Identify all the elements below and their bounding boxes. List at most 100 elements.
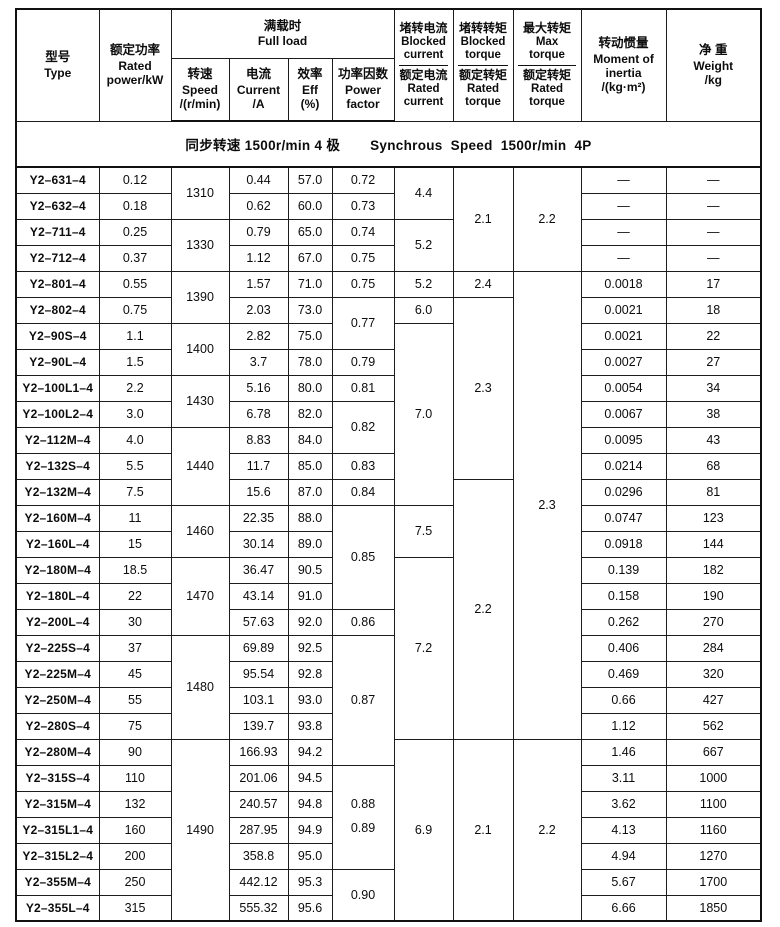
cell-blocked-current-ratio: 4.4	[393, 166, 454, 220]
cell-inertia: 5.67	[580, 868, 667, 896]
cell-speed: 1480	[170, 634, 230, 740]
fraction-bar	[398, 64, 449, 66]
power-header-cn: 额定功率	[109, 43, 160, 58]
cell-type: Y2–180L–4	[15, 582, 100, 610]
cell-type: Y2–100L2–4	[15, 400, 100, 428]
cell-weight: 1270	[665, 842, 762, 870]
table-row: Y2–632–4 0.18 0.62 60.0 0.73 — —	[15, 192, 762, 220]
cell-efficiency: 92.5	[287, 634, 333, 662]
table-row: Y2–801–4 0.55 1390 1.57 71.0 0.75 5.2 2.4 2.3 0.0…	[15, 270, 762, 740]
cell-current: 2.82	[228, 322, 289, 350]
pf-header-cn: 功率因数	[338, 67, 389, 82]
cell-weight: —	[665, 244, 762, 272]
cell-current: 0.62	[228, 192, 289, 220]
header-row-top: 型号 Type 额定功率 Rated power/kW 满载时 Full loa…	[15, 8, 762, 122]
cell-current: 57.63	[228, 608, 289, 636]
cell-current: 358.8	[228, 842, 289, 870]
rated-torque2-en2: torque	[529, 95, 565, 108]
cell-efficiency: 73.0	[287, 296, 333, 324]
cell-type: Y2–90L–4	[15, 348, 100, 376]
cell-speed: 1470	[170, 556, 230, 636]
cell-current: 2.03	[228, 296, 289, 324]
cell-rated-power: 250	[98, 868, 172, 896]
current-header-unit: /A	[252, 97, 265, 112]
cell-inertia: 0.139	[580, 556, 667, 584]
cell-power-factor: 0.87	[331, 634, 395, 766]
cell-weight: 38	[665, 400, 762, 428]
cell-blocked-current-ratio: 6.0	[393, 296, 454, 324]
cell-speed: 1430	[170, 374, 230, 428]
col-header-rated-power: 额定功率 Rated power/kW	[98, 8, 172, 122]
cell-type: Y2–225S–4	[15, 634, 100, 662]
banner-text-cn: 同步转速 1500r/min 4 极	[185, 138, 341, 153]
rated-torque-en2: torque	[465, 95, 501, 108]
table-row: Y2–160M–4 11 1460 22.35 88.0 0.85 7.5 0.0747 123	[15, 504, 762, 610]
rated-current-en2: current	[403, 95, 444, 108]
cell-efficiency: 85.0	[287, 452, 333, 480]
rated-torque-en1: Rated	[467, 82, 499, 95]
cell-type: Y2–225M–4	[15, 660, 100, 688]
cell-efficiency: 87.0	[287, 478, 333, 506]
cell-inertia: 0.66	[580, 686, 667, 714]
cell-weight: 123	[665, 504, 762, 532]
cell-weight: 270	[665, 608, 762, 636]
weight-header-cn: 净 重	[699, 43, 728, 58]
col-header-eff: 效率 Eff (%)	[287, 57, 333, 122]
cell-rated-power: 132	[98, 790, 172, 818]
cell-weight: —	[665, 192, 762, 220]
header-row-sub: 转速 Speed /(r/min) 电流 Current /A 效率 Eff (…	[16, 57, 761, 122]
table-row: Y2–712–4 0.37 1.12 67.0 0.75 — —	[15, 244, 762, 272]
col-header-inertia: 转动惯量 Moment of inertia /(kg·m²)	[580, 8, 667, 122]
cell-rated-power: 30	[98, 608, 172, 636]
cell-inertia: 3.11	[580, 764, 667, 792]
cell-efficiency: 67.0	[287, 244, 333, 272]
eff-header-cn: 效率	[297, 67, 323, 82]
cell-power-factor: 0.77	[331, 296, 395, 350]
cell-efficiency: 94.2	[287, 738, 333, 766]
cell-speed: 1310	[170, 166, 230, 220]
cell-weight: 34	[665, 374, 762, 402]
blocked-current-cn: 堵转电流	[399, 20, 448, 35]
rated-torque-cn: 额定转矩	[459, 67, 508, 82]
cell-current: 103.1	[228, 686, 289, 714]
cell-inertia: 0.0018	[580, 270, 667, 298]
cell-weight: 190	[665, 582, 762, 610]
table-row: Y2–180L–4 22 43.14 91.0 0.158 190	[15, 582, 762, 610]
table-row: Y2–802–4 0.75 2.03 73.0 0.77 6.0 2.3 0.0021 18	[15, 296, 762, 480]
cell-efficiency: 92.0	[287, 608, 333, 636]
cell-weight: —	[665, 166, 762, 194]
cell-type: Y2–315S–4	[15, 764, 100, 792]
speed-header-unit: /(r/min)	[179, 97, 221, 112]
cell-max-torque-ratio: 2.3	[512, 270, 582, 740]
cell-type: Y2–801–4	[15, 270, 100, 298]
banner-text-en: Synchrous Speed 1500r/min 4P	[370, 138, 592, 153]
cell-type: Y2–315L1–4	[15, 816, 100, 844]
cell-weight: 427	[665, 686, 762, 714]
cell-weight: 1160	[665, 816, 762, 844]
banner-cell: 同步转速 1500r/min 4 极 Synchrous Speed 1500r/…	[15, 120, 762, 168]
blocked-current-en2: current	[403, 48, 444, 61]
cell-weight: 1850	[665, 894, 762, 922]
cell-rated-power: 2.2	[98, 374, 172, 402]
cell-current: 43.14	[228, 582, 289, 610]
cell-inertia: 0.0021	[580, 322, 667, 350]
table-row: Y2–90S–4 1.1 1400 2.82 75.0 7.0 0.0021 22	[15, 322, 762, 506]
eff-header-en: Eff	[302, 82, 318, 97]
pf-header-en2: factor	[346, 97, 380, 112]
cell-rated-power: 0.55	[98, 270, 172, 298]
cell-rated-power: 0.18	[98, 192, 172, 220]
table-row: Y2–631–4 0.12 1310 0.44 57.0 0.72 4.4 2.1 2.2— —	[15, 166, 762, 272]
cell-speed: 1330	[170, 218, 230, 272]
speed-header-en: Speed	[181, 82, 218, 97]
fraction-bar	[457, 64, 509, 66]
cell-blocked-current-ratio: 7.2	[393, 556, 454, 740]
cell-type: Y2–132S–4	[15, 452, 100, 480]
cell-current: 201.06	[228, 764, 289, 792]
max-torque-en2: torque	[529, 48, 565, 61]
cell-inertia: —	[580, 166, 667, 194]
blocked-torque-cn: 堵转转矩	[459, 20, 508, 35]
cell-type: Y2–200L–4	[15, 608, 100, 636]
table-row: Y2–315L2–4 200 358.8 95.0 4.94 1270	[15, 842, 762, 870]
cell-power-factor: 0.73	[331, 192, 395, 220]
cell-inertia: 4.94	[580, 842, 667, 870]
